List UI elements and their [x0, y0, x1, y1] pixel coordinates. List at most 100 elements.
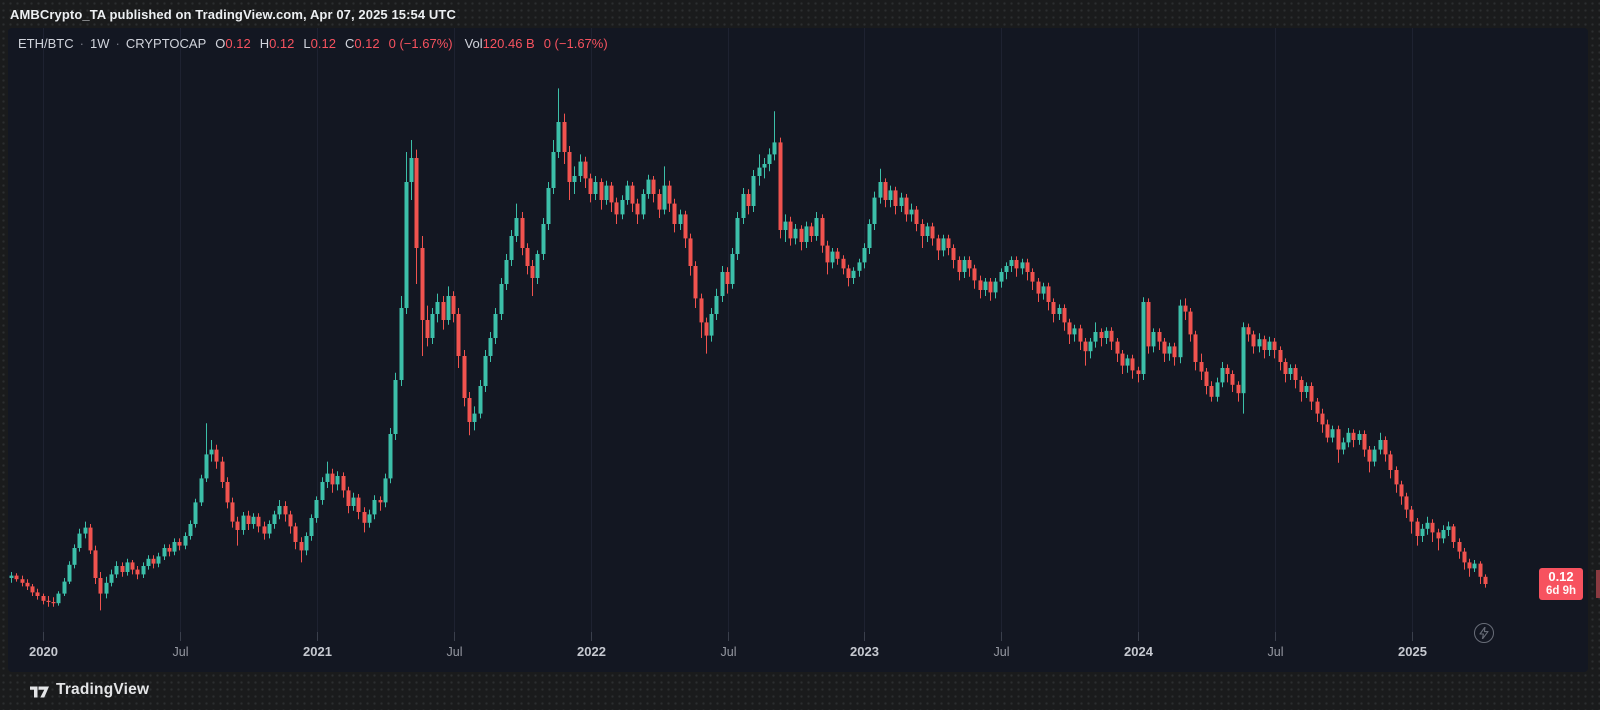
- x-axis-label[interactable]: Jul: [721, 645, 737, 659]
- candle-body: [720, 272, 725, 296]
- candle-body: [130, 562, 135, 570]
- x-axis-label[interactable]: Jul: [1268, 645, 1284, 659]
- symbol-name[interactable]: ETH/BTC: [18, 36, 74, 51]
- candle-body: [1146, 302, 1151, 347]
- candle-body: [1225, 368, 1230, 374]
- candle-body: [957, 260, 962, 272]
- candle-body: [725, 272, 730, 284]
- ohlc-values: O0.12 H0.12 L0.12 C0.12: [206, 36, 379, 51]
- candlestick-chart[interactable]: 2020 Jul 2021 Jul 2022 Jul 2023 Jul 2024 Jul 2025: [8, 28, 1588, 672]
- candle-body: [262, 526, 267, 534]
- candle-body: [14, 575, 19, 580]
- candle-body: [683, 214, 688, 239]
- candle-body: [1036, 281, 1041, 294]
- candle-body: [620, 200, 625, 215]
- candle-body: [435, 302, 440, 314]
- x-axis-label[interactable]: Jul: [994, 645, 1010, 659]
- candle-body: [1151, 332, 1156, 347]
- x-axis-label[interactable]: 2023: [850, 644, 879, 659]
- candle-body: [572, 176, 577, 182]
- candle-body: [1457, 542, 1462, 552]
- candle-body: [841, 258, 846, 269]
- boost-button[interactable]: [1474, 623, 1494, 643]
- candle-body: [404, 182, 409, 308]
- candle-body: [693, 266, 698, 299]
- candle-body: [899, 197, 904, 206]
- candle-body: [1351, 432, 1356, 440]
- candle-body: [1304, 386, 1309, 392]
- x-axis-label[interactable]: 2025: [1398, 644, 1427, 659]
- symbol-legend[interactable]: ETH/BTC · 1W · CRYPTOCAP O0.12 H0.12 L0.12…: [18, 36, 608, 51]
- candle-body: [1025, 262, 1030, 272]
- candle-body: [330, 473, 335, 485]
- candle-body: [993, 281, 998, 293]
- candle-body: [1167, 346, 1172, 354]
- candle-body: [414, 158, 419, 248]
- candle-body: [299, 542, 304, 551]
- candle-body: [1441, 530, 1446, 539]
- x-axis-label[interactable]: Jul: [173, 645, 189, 659]
- publish-bar: AMBCrypto_TA published on TradingView.co…: [0, 0, 1600, 28]
- candle-body: [914, 209, 919, 224]
- candle-body: [1372, 449, 1377, 462]
- candle-body: [430, 314, 435, 338]
- candle-body: [1451, 526, 1456, 542]
- candle-body: [604, 185, 609, 200]
- chart-panel[interactable]: 2020 Jul 2021 Jul 2022 Jul 2023 Jul 2024 Jul 2025 …: [8, 28, 1588, 672]
- market-label[interactable]: CRYPTOCAP: [125, 36, 207, 51]
- candle-body: [1209, 386, 1214, 397]
- x-axis-label[interactable]: 2024: [1124, 644, 1154, 659]
- candle-body: [735, 218, 740, 254]
- candle-body: [1367, 449, 1372, 462]
- candle-body: [762, 164, 767, 168]
- x-axis-label[interactable]: 2021: [303, 644, 332, 659]
- candle-body: [72, 548, 77, 565]
- candle-body: [20, 579, 25, 583]
- volume-change-value: 0 (−1.67%): [543, 36, 608, 51]
- candle-body: [1057, 308, 1062, 314]
- footer-brand[interactable]: TradingView: [30, 681, 149, 699]
- candle-body: [288, 514, 293, 527]
- candle-body: [320, 482, 325, 500]
- x-axis-label[interactable]: 2022: [577, 644, 606, 659]
- candle-body: [883, 182, 888, 200]
- candle-body: [77, 533, 82, 548]
- candle-body: [504, 260, 509, 284]
- candle-body: [446, 296, 451, 320]
- candle-body: [214, 449, 219, 462]
- lightning-bolt-icon: [1479, 627, 1489, 639]
- candle-body: [272, 514, 277, 524]
- candle-body: [1183, 305, 1188, 312]
- clipped-price-label: [1596, 570, 1600, 598]
- candle-body: [146, 558, 151, 566]
- candle-body: [757, 167, 762, 176]
- candle-body: [1415, 521, 1420, 536]
- candle-body: [1293, 368, 1298, 380]
- candle-body: [851, 270, 856, 278]
- candle-body: [283, 506, 288, 515]
- candle-body: [1125, 358, 1130, 366]
- candle-body: [62, 581, 67, 594]
- candle-body: [688, 238, 693, 266]
- candle-body: [1357, 434, 1362, 440]
- candle-body: [277, 506, 282, 515]
- x-axis-label[interactable]: Jul: [447, 645, 463, 659]
- interval-label[interactable]: 1W: [89, 36, 110, 51]
- candle-body: [1346, 432, 1351, 443]
- candle-body: [1404, 496, 1409, 510]
- candle-body: [183, 536, 188, 546]
- candle-body: [88, 527, 93, 551]
- x-axis-label[interactable]: 2020: [29, 644, 58, 659]
- candle-body: [1483, 576, 1488, 584]
- candle-body: [67, 564, 72, 582]
- candle-body: [35, 592, 40, 596]
- candle-body: [188, 524, 193, 536]
- candle-body: [1199, 362, 1204, 372]
- candle-body: [814, 218, 819, 236]
- candle-body: [983, 281, 988, 290]
- candle-body: [788, 221, 793, 239]
- candle-body: [293, 526, 298, 542]
- candle-body: [1278, 350, 1283, 362]
- candle-body: [409, 158, 414, 182]
- ohlc-item-h: H0.12: [259, 36, 295, 51]
